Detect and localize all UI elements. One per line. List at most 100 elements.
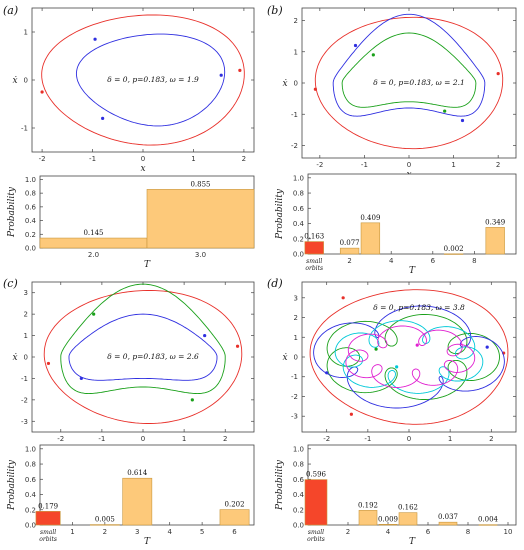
orbit-series-0 xyxy=(41,14,245,146)
phase-annotation: δ = 0, p=0.183, ω = 2.1 xyxy=(373,78,465,87)
bar-value-label: 0.349 xyxy=(485,218,505,226)
bar-value-label: 0.162 xyxy=(398,504,418,512)
orbit-point xyxy=(79,376,83,381)
small-orbits-label: orbits xyxy=(39,536,57,543)
x-tick-label: 6 xyxy=(232,528,237,536)
x-tick-label: 6 xyxy=(431,257,436,265)
orbit-point xyxy=(460,118,465,123)
bar-value-label: 0.077 xyxy=(340,239,360,247)
histogram-frame xyxy=(307,444,517,526)
x-tick-label: 2 xyxy=(242,155,246,163)
x-tick-label: 4 xyxy=(167,528,172,536)
y-axis-label: ẋ xyxy=(282,79,287,89)
y-tick-label: 0.6 xyxy=(25,203,37,211)
x-tick-label: 8 xyxy=(466,528,470,536)
x-tick-label: 5 xyxy=(200,528,204,536)
x-tick-label: -1 xyxy=(89,155,96,163)
histogram-bar xyxy=(443,253,464,255)
orbit-series-1 xyxy=(75,33,226,127)
x-axis-label: x xyxy=(140,164,145,174)
histogram-bar xyxy=(146,189,255,249)
x-tick-label: -1 xyxy=(364,435,371,443)
histogram-bar xyxy=(304,479,328,526)
y-tick-label: 0.8 xyxy=(25,190,36,198)
y-tick-label: 0.4 xyxy=(293,220,305,228)
histogram-bar xyxy=(304,241,324,255)
y-tick-label: 3 xyxy=(294,294,298,302)
y-tick-label: -3 xyxy=(21,418,28,426)
bar-value-label: 0.202 xyxy=(225,501,245,509)
orbit-point xyxy=(341,296,345,300)
histogram-bar xyxy=(360,222,381,255)
x-tick-label: 2 xyxy=(103,528,107,536)
x-tick-label: 1 xyxy=(448,435,452,443)
orbit-series-4 xyxy=(345,325,476,388)
y-tick-label: 1 xyxy=(24,29,28,37)
x-tick-label: 6 xyxy=(426,528,431,536)
x-tick-label: -2 xyxy=(323,435,330,443)
y-tick-label: 0.0 xyxy=(293,522,304,530)
histogram-bar xyxy=(89,524,120,526)
x-tick-label: 1 xyxy=(70,528,74,536)
x-tick-label: 10 xyxy=(504,528,513,536)
histogram-bar xyxy=(398,512,418,526)
y-tick-label: 0.2 xyxy=(25,231,36,239)
orbit-point xyxy=(93,37,97,41)
y-tick-label: -1 xyxy=(21,125,28,133)
bar-value-label: 0.005 xyxy=(95,516,115,524)
y-tick-label: 0 xyxy=(294,354,298,362)
y-axis-label: ẋ xyxy=(12,76,17,86)
phase-annotation: δ = 0, p=0.183, ω = 3.8 xyxy=(373,303,465,312)
y-tick-label: 0.4 xyxy=(25,217,37,225)
orbit-point xyxy=(238,68,242,72)
bar-value-label: 0.596 xyxy=(306,471,327,479)
y-axis-label: Probability xyxy=(7,186,17,238)
y-tick-label: 0.0 xyxy=(25,522,36,530)
y-tick-label: 1 xyxy=(24,332,28,340)
small-orbits-label: small xyxy=(308,529,324,536)
orbit-point xyxy=(485,345,489,349)
orbit-point xyxy=(349,412,353,416)
x-tick-label: 4 xyxy=(386,528,391,536)
y-tick-label: 0.4 xyxy=(293,491,305,499)
y-tick-label: 1.0 xyxy=(25,176,36,184)
y-tick-label: -2 xyxy=(291,393,298,401)
histogram-bar xyxy=(122,477,153,526)
small-orbits-label: orbits xyxy=(305,265,323,272)
x-tick-label: 1 xyxy=(451,161,455,169)
y-tick-label: 1.0 xyxy=(25,445,36,453)
orbit-series-1 xyxy=(332,13,486,117)
orbit-series-0 xyxy=(43,290,243,424)
panel-label: (b) xyxy=(267,4,283,17)
y-axis-label: Probability xyxy=(7,459,17,511)
x-axis-label: T xyxy=(409,537,416,547)
orbit-point xyxy=(219,73,223,77)
panel-label: (c) xyxy=(3,277,18,290)
y-tick-label: 0 xyxy=(294,80,298,88)
x-tick-label: 2 xyxy=(223,435,227,443)
x-axis-label: T xyxy=(409,266,416,276)
bar-value-label: 0.192 xyxy=(358,501,378,509)
bar-value-label: 0.145 xyxy=(83,229,103,237)
orbit-point xyxy=(313,87,317,91)
histogram-bar xyxy=(485,227,505,255)
histogram-bar xyxy=(478,524,498,526)
phase-annotation: δ = 0, p=0.183, ω = 1.9 xyxy=(107,75,199,84)
y-tick-label: 0.8 xyxy=(293,461,304,469)
y-tick-label: 0.0 xyxy=(293,251,304,259)
orbit-point xyxy=(415,343,419,347)
y-tick-label: -2 xyxy=(291,142,298,150)
y-axis-label: Probability xyxy=(275,188,285,240)
y-tick-label: 2 xyxy=(24,311,28,319)
x-tick-label: 0 xyxy=(407,435,411,443)
orbit-point xyxy=(40,90,44,94)
orbit-point xyxy=(443,109,447,113)
y-tick-label: 0.6 xyxy=(293,476,305,484)
x-tick-label: 0 xyxy=(141,435,145,443)
orbit-point xyxy=(395,365,399,369)
orbit-point xyxy=(235,344,240,348)
bar-value-label: 0.002 xyxy=(444,245,464,253)
y-tick-label: 0.2 xyxy=(293,506,304,514)
x-tick-label: -2 xyxy=(57,435,64,443)
